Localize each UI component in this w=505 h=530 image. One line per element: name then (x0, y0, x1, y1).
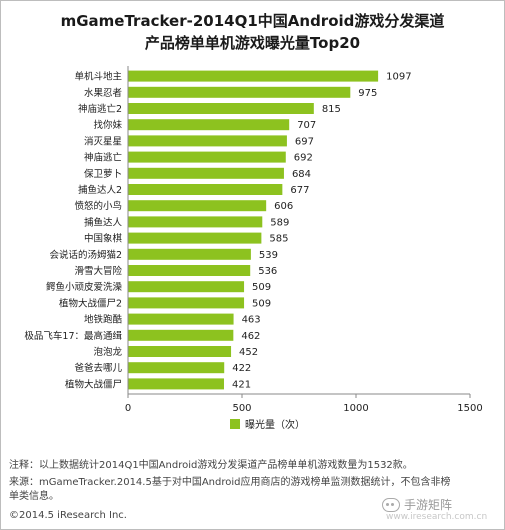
category-label-8: 愤怒的小鸟 (74, 200, 122, 212)
value-label-13: 509 (252, 282, 271, 293)
value-label-4: 697 (295, 136, 314, 147)
bar-19 (128, 378, 224, 390)
category-label-6: 保卫萝卜 (84, 168, 122, 180)
bar-9 (128, 216, 263, 228)
category-label-18: 爸爸去哪儿 (74, 362, 122, 374)
value-label-2: 815 (322, 104, 341, 115)
legend-label: 曝光量（次） (245, 418, 305, 431)
bar-1 (128, 86, 351, 98)
x-tick-label-1: 500 (232, 403, 251, 414)
category-label-12: 滑雪大冒险 (74, 265, 122, 277)
value-label-10: 585 (269, 234, 288, 245)
footnote-line-1: 注释：以上数据统计2014Q1中国Android游戏分发渠道产品榜单单机游戏数量… (9, 460, 413, 471)
bar-6 (128, 167, 284, 179)
chat-bubble-icon (382, 497, 400, 512)
value-label-1: 975 (358, 88, 377, 99)
category-label-16: 极品飞车17：最高通缉 (24, 330, 122, 342)
bar-3 (128, 119, 290, 131)
copyright-text: ©2014.5 iResearch Inc. (9, 510, 127, 521)
value-label-7: 677 (290, 185, 309, 196)
bar-8 (128, 200, 267, 212)
category-label-2: 神庙逃亡2 (78, 103, 122, 115)
category-label-11: 会说话的汤姆猫2 (49, 249, 122, 261)
value-label-12: 536 (258, 266, 277, 277)
value-label-5: 692 (294, 153, 313, 164)
value-label-16: 462 (241, 331, 260, 342)
bar-10 (128, 232, 262, 244)
legend-swatch (230, 419, 240, 429)
value-label-17: 452 (239, 347, 258, 358)
chart-title-line-1: mGameTracker-2014Q1中国Android游戏分发渠道 (60, 12, 445, 30)
bar-17 (128, 346, 232, 357)
value-label-6: 684 (292, 169, 311, 180)
bar-7 (128, 184, 283, 195)
value-label-8: 606 (274, 201, 293, 212)
category-label-14: 植物大战僵尸2 (59, 297, 122, 309)
category-label-5: 神庙逃亡 (84, 152, 122, 164)
category-label-4: 消灭星星 (84, 135, 122, 147)
category-label-19: 植物大战僵尸 (65, 378, 122, 390)
value-label-19: 421 (232, 379, 251, 390)
value-label-18: 422 (232, 363, 251, 374)
bar-12 (128, 265, 251, 276)
category-label-0: 单机斗地主 (74, 71, 122, 83)
value-label-9: 589 (270, 217, 289, 228)
category-label-13: 鳄鱼小顽皮爱洗澡 (46, 281, 123, 293)
category-label-7: 捕鱼达人2 (78, 184, 122, 196)
bar-0 (128, 70, 379, 82)
watermark-text: 手游矩阵 (404, 498, 453, 512)
x-tick-label-3: 1500 (457, 403, 482, 414)
watermark: 手游矩阵 (382, 496, 452, 513)
x-tick-label-2: 1000 (343, 403, 368, 414)
category-label-1: 水果忍者 (84, 87, 122, 99)
category-label-15: 地铁跑酷 (84, 314, 123, 326)
footnote-line-2: 来源：mGameTracker.2014.5基于对中国Android应用商店的游… (9, 477, 451, 488)
footnote-line-3: 单类信息。 (9, 491, 59, 502)
category-label-9: 捕鱼达人 (84, 216, 123, 228)
category-label-10: 中国象棋 (84, 233, 123, 245)
bar-13 (128, 281, 245, 293)
value-label-11: 539 (259, 250, 278, 261)
bar-4 (128, 135, 287, 147)
bar-14 (128, 297, 245, 309)
value-label-14: 509 (252, 298, 271, 309)
category-label-3: 找你妹 (93, 119, 122, 131)
chart-title-line-2: 产品榜单单机游戏曝光量Top20 (144, 34, 361, 52)
bar-15 (128, 313, 234, 325)
bar-5 (128, 151, 286, 163)
bar-11 (128, 248, 251, 260)
value-label-3: 707 (297, 120, 316, 131)
bar-16 (128, 329, 234, 341)
value-label-15: 463 (242, 315, 261, 326)
value-label-0: 1097 (386, 72, 411, 83)
x-tick-label-0: 0 (125, 403, 131, 414)
category-label-17: 泡泡龙 (93, 346, 122, 358)
bar-2 (128, 103, 314, 114)
bar-18 (128, 362, 225, 374)
watermark-site-text: www.iresearch.com.cn (386, 512, 488, 522)
